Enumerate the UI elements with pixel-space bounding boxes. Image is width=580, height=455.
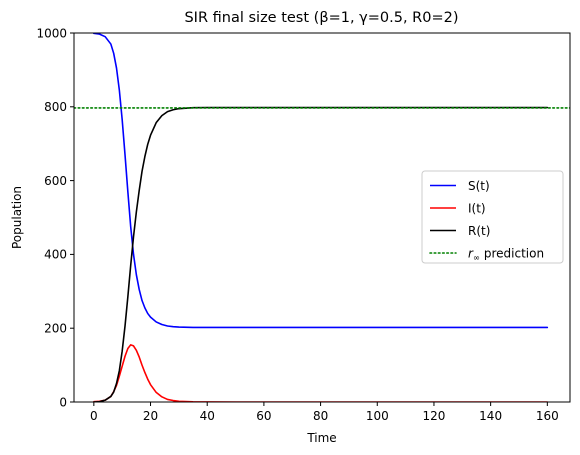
legend-label: r∞ prediction bbox=[468, 246, 544, 263]
y-axis-label: Population bbox=[10, 186, 24, 249]
series-line-i bbox=[93, 344, 549, 402]
y-tick-label: 0 bbox=[59, 395, 67, 409]
series-line-s bbox=[93, 33, 549, 329]
y-tick-label: 600 bbox=[44, 174, 67, 188]
x-tick-label: 0 bbox=[90, 409, 98, 423]
y-tick-label: 400 bbox=[44, 248, 67, 262]
y-axis: 0 200 400 600 800 1000 bbox=[36, 26, 74, 409]
legend-label: I(t) bbox=[468, 201, 486, 215]
y-tick-label: 200 bbox=[44, 322, 67, 336]
y-tick-label: 1000 bbox=[36, 26, 67, 40]
x-axis-label: Time bbox=[306, 431, 336, 445]
x-tick-label: 40 bbox=[200, 409, 215, 423]
legend-label: R(t) bbox=[468, 224, 490, 238]
plot-area bbox=[73, 32, 571, 403]
legend-entry-prediction: r∞ prediction bbox=[429, 246, 544, 263]
x-tick-label: 80 bbox=[313, 409, 328, 423]
x-tick-label: 60 bbox=[256, 409, 271, 423]
legend-entry-s: S(t) bbox=[430, 179, 490, 193]
legend-label: S(t) bbox=[468, 179, 490, 193]
y-tick-label: 800 bbox=[44, 100, 67, 114]
chart-title: SIR final size test (β=1, γ=0.5, R0=2) bbox=[184, 10, 458, 26]
legend-entry-r: R(t) bbox=[430, 224, 490, 238]
x-axis: 0 20 40 60 80 100 120 140 160 bbox=[90, 402, 559, 423]
legend-entry-i: I(t) bbox=[430, 201, 486, 215]
legend: S(t) I(t) R(t) r∞ prediction bbox=[421, 170, 564, 264]
series-layer bbox=[74, 33, 570, 402]
legend-frame bbox=[421, 170, 564, 264]
x-tick-label: 120 bbox=[423, 409, 446, 423]
x-tick-label: 160 bbox=[536, 409, 559, 423]
x-tick-label: 100 bbox=[366, 409, 389, 423]
x-tick-label: 20 bbox=[143, 409, 158, 423]
plot-frame bbox=[73, 32, 571, 403]
x-tick-label: 140 bbox=[479, 409, 502, 423]
